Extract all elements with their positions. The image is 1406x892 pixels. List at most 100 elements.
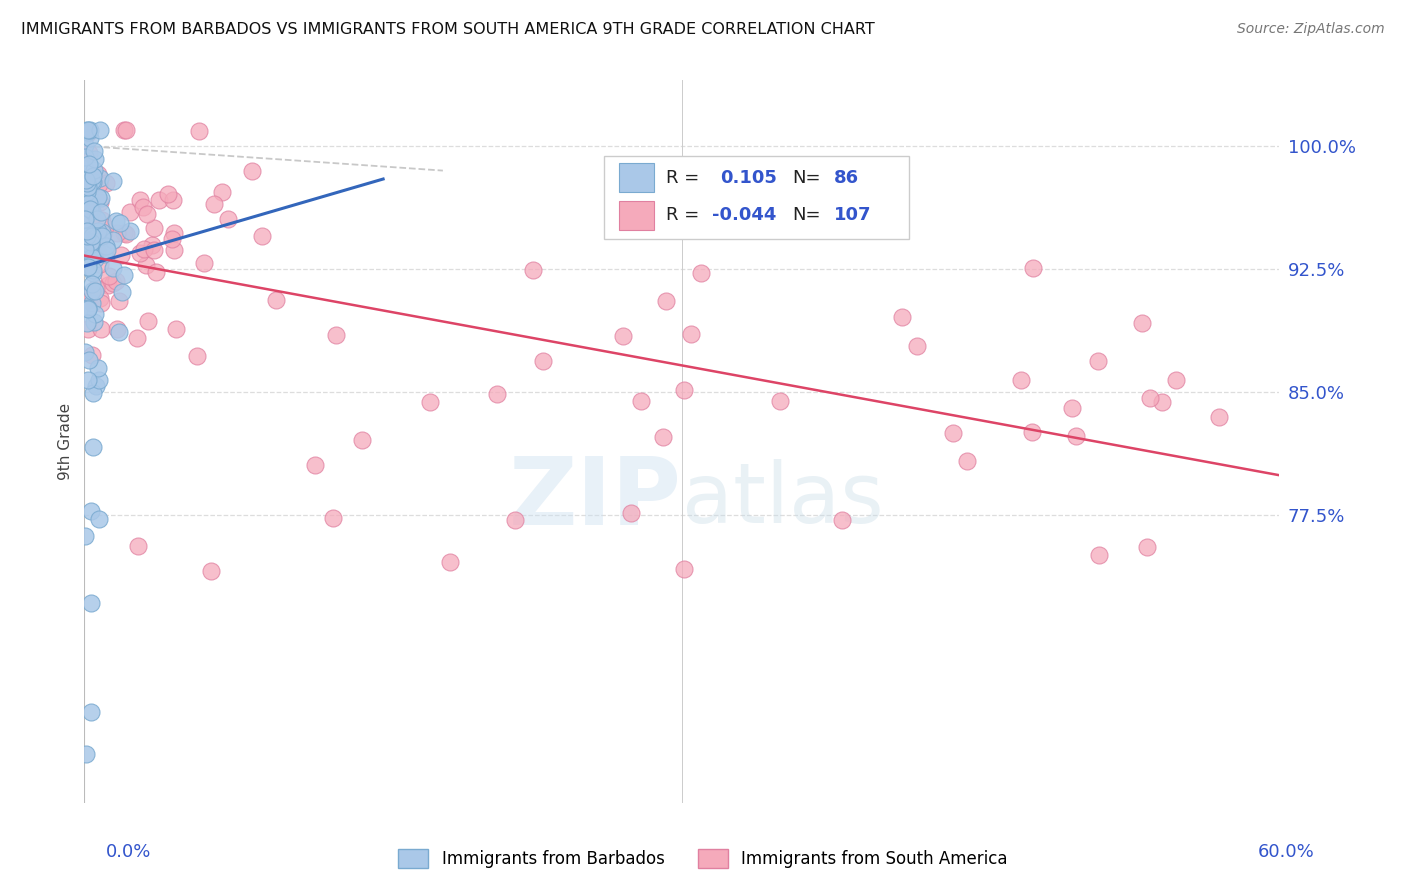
Point (75, 747, 97, 762)
Point (75, 127, 97, 141)
Point (141, 238, 163, 252)
Point (112, 268, 135, 282)
Point (75, 344, 97, 359)
Point (125, 331, 148, 345)
Point (91, 225, 114, 239)
FancyBboxPatch shape (619, 201, 654, 230)
Point (82, 440, 104, 454)
Point (94, 176, 117, 190)
Point (79, 122, 101, 136)
Point (89, 170, 111, 185)
Text: 60.0%: 60.0% (1258, 843, 1315, 861)
Point (612, 328, 634, 343)
Point (132, 200, 155, 214)
Point (252, 228, 274, 243)
Point (75, 217, 97, 231)
Point (77, 180, 100, 194)
Point (1139, 391, 1161, 405)
Point (75, 161, 97, 176)
Point (76, 173, 98, 187)
Point (75, 529, 97, 543)
Point (101, 276, 124, 290)
Point (77, 145, 100, 160)
Point (77, 288, 100, 302)
Point (690, 266, 713, 280)
Point (165, 322, 187, 336)
Point (672, 384, 695, 398)
Point (322, 511, 344, 525)
Point (1010, 373, 1032, 387)
Point (101, 174, 124, 188)
Point (82, 386, 104, 401)
Point (76, 122, 98, 136)
Point (90, 295, 112, 310)
Point (1130, 316, 1153, 330)
Point (82, 245, 104, 260)
Point (240, 164, 263, 178)
Text: Source: ZipAtlas.com: Source: ZipAtlas.com (1237, 22, 1385, 37)
Point (75, 150, 97, 164)
FancyBboxPatch shape (605, 156, 910, 239)
Point (94, 219, 117, 234)
Point (1064, 428, 1087, 442)
Point (211, 186, 233, 200)
Point (76, 122, 98, 136)
Point (105, 213, 128, 227)
Point (439, 555, 461, 569)
Point (202, 197, 225, 211)
Point (89, 291, 111, 305)
Point (91, 227, 114, 241)
Point (75, 212, 97, 227)
Point (104, 274, 127, 288)
FancyBboxPatch shape (619, 163, 654, 193)
Point (80, 705, 103, 719)
Point (419, 395, 441, 409)
Point (531, 354, 554, 368)
Point (350, 434, 373, 448)
Point (136, 314, 159, 328)
Point (82, 175, 104, 189)
Point (82, 203, 104, 218)
Point (1150, 395, 1173, 409)
Point (1021, 425, 1043, 439)
Point (118, 224, 141, 238)
Point (135, 258, 157, 272)
Text: 0.105: 0.105 (720, 169, 778, 186)
Point (200, 564, 222, 578)
Point (89, 373, 111, 387)
Point (82, 229, 104, 244)
Point (76, 181, 98, 195)
Point (679, 326, 702, 341)
Point (942, 425, 965, 440)
Point (186, 349, 208, 363)
Point (105, 226, 128, 240)
Point (79, 237, 101, 252)
Point (76, 373, 98, 387)
Point (80, 194, 103, 208)
Point (77, 235, 100, 250)
Point (75, 138, 97, 153)
Point (97, 278, 120, 293)
Point (86, 379, 108, 393)
Point (505, 513, 527, 527)
Point (80, 174, 103, 188)
Point (90, 229, 112, 244)
Point (129, 246, 152, 260)
Text: -0.044: -0.044 (711, 206, 776, 225)
Point (304, 458, 326, 473)
Point (93, 247, 115, 261)
Text: ZIP: ZIP (509, 453, 682, 545)
Point (80, 348, 103, 362)
Point (79, 230, 101, 244)
Point (77, 301, 100, 315)
Point (90, 191, 112, 205)
Point (1062, 401, 1084, 416)
Point (76, 176, 98, 190)
Point (77, 194, 100, 208)
Text: N=: N= (792, 206, 820, 225)
Point (1022, 260, 1045, 275)
Text: 0.0%: 0.0% (105, 843, 150, 861)
Point (77, 352, 100, 367)
Point (79, 202, 101, 217)
Point (112, 122, 135, 136)
